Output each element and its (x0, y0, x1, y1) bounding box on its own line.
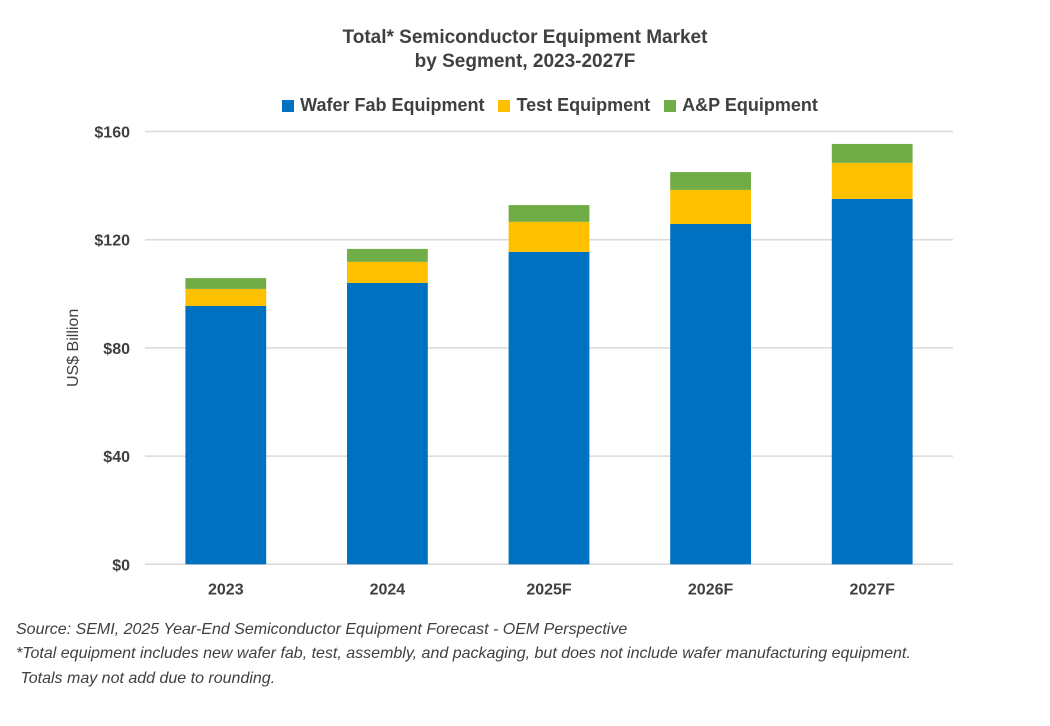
legend-item-ap: A&P Equipment (664, 95, 818, 116)
source-note: Source: SEMI, 2025 Year-End Semiconducto… (16, 621, 628, 638)
legend-swatch (282, 99, 295, 112)
bar-segment (670, 189, 751, 225)
bar-segment (508, 251, 590, 565)
legend-label: A&P Equipment (682, 95, 818, 115)
bar-segment (508, 221, 590, 252)
bar-segment (347, 282, 428, 565)
x-tick-label: 2027F (850, 581, 896, 598)
legend-label: Wafer Fab Equipment (300, 95, 485, 115)
y-tick-label: $160 (94, 125, 130, 142)
rounding-note: Totals may not add due to rounding. (16, 670, 276, 687)
footnote: *Total equipment includes new wafer fab,… (16, 645, 911, 662)
chart-title-line-1: Total* Semiconductor Equipment Market (342, 27, 708, 48)
legend-item-test: Test Equipment (498, 95, 650, 116)
x-tick-label: 2024 (370, 581, 406, 598)
x-tick-label: 2023 (208, 581, 244, 598)
legend: Wafer Fab Equipment Test Equipment A&P E… (0, 95, 1050, 116)
bar-segment (508, 205, 590, 222)
bar-segment (831, 198, 913, 565)
bar-segment (831, 162, 913, 199)
x-tick-label: 2025F (526, 581, 572, 598)
y-tick-label: $40 (103, 449, 130, 466)
bar-segment (185, 278, 267, 289)
bar-segment (670, 172, 751, 190)
x-tick-label: 2026F (688, 581, 734, 598)
bar-segment (670, 224, 751, 565)
y-axis-label: US$ Billion (65, 309, 82, 387)
legend-swatch (498, 99, 511, 112)
legend-label: Test Equipment (516, 95, 651, 115)
legend-item-wafer-fab: Wafer Fab Equipment (282, 95, 484, 116)
chart-title-line-2: by Segment, 2023-2027F (414, 51, 636, 72)
bar-segment (185, 288, 267, 306)
y-tick-label: $120 (94, 233, 130, 250)
bar-segment (185, 305, 267, 565)
y-tick-label: $80 (103, 341, 130, 358)
bar-segment (347, 248, 428, 262)
bar-segment (831, 143, 913, 163)
bar-segment (347, 261, 428, 283)
y-tick-label: $0 (112, 557, 130, 574)
legend-swatch (664, 99, 677, 112)
